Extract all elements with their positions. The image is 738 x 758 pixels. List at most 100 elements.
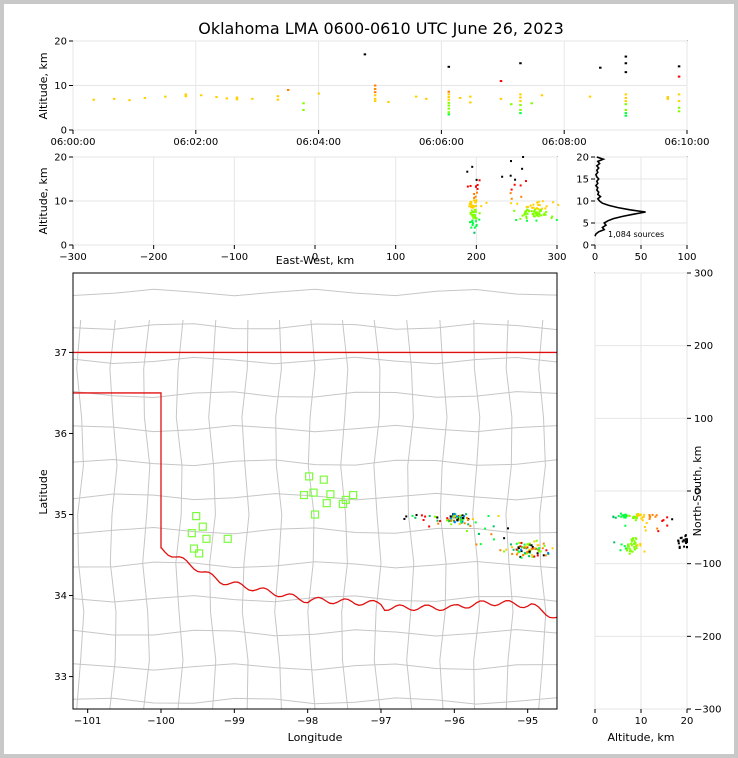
- map-source-point: [424, 515, 427, 518]
- time-altitude-source-point: [624, 62, 628, 65]
- map-source-point: [467, 517, 470, 520]
- map-source-point: [461, 517, 464, 520]
- map-source-point: [515, 553, 518, 556]
- ew-altitude-source-point: [475, 191, 478, 194]
- ew-altitude-ylabel: Altitude, km: [37, 167, 50, 234]
- time-altitude-source-point: [447, 98, 451, 101]
- ew-altitude-source-point: [470, 226, 473, 229]
- county-boundary-line: [73, 424, 557, 433]
- ew-altitude-source-point: [525, 205, 528, 208]
- map-source-point: [484, 527, 487, 530]
- map-source-point: [515, 542, 518, 545]
- map-source-point: [437, 522, 440, 525]
- map-source-point: [439, 520, 442, 523]
- time-altitude-source-point: [302, 102, 305, 105]
- ew-altitude-source-point: [520, 195, 523, 198]
- map-source-point: [466, 518, 469, 521]
- ns-altitude-source-point: [678, 547, 681, 550]
- ew-altitude-xlabel: East-West, km: [276, 254, 354, 267]
- ns-altitude-y-tick-label: 300: [694, 269, 713, 280]
- map-source-point: [493, 538, 496, 541]
- time-altitude-source-point: [499, 80, 503, 83]
- ns-altitude-source-point: [643, 550, 646, 553]
- ns-altitude-source-point: [642, 516, 645, 519]
- map-source-point: [518, 541, 521, 544]
- time-altitude-source-point: [276, 95, 280, 98]
- map-source-point: [436, 519, 439, 522]
- map-source-point: [538, 547, 541, 550]
- ns-altitude-source-point: [678, 545, 681, 548]
- ns-altitude-source-point: [682, 539, 685, 542]
- lma-station-marker: [299, 490, 309, 500]
- map-source-point: [449, 515, 452, 518]
- ns-altitude-source-point: [623, 513, 626, 516]
- map-source-point: [547, 551, 550, 554]
- map-source-point: [535, 539, 538, 542]
- ew-altitude-source-point: [551, 215, 554, 218]
- map-source-point: [450, 523, 453, 526]
- lma-station-marker: [223, 534, 232, 543]
- map-source-point: [461, 520, 464, 523]
- county-boundary-line: [73, 356, 557, 365]
- ew-altitude-source-point: [478, 179, 481, 182]
- time-altitude-source-point: [499, 97, 503, 100]
- ew-altitude-source-point: [485, 201, 488, 204]
- map-source-point: [414, 516, 417, 519]
- ew-altitude-source-point: [470, 213, 473, 216]
- ew-altitude-source-point: [533, 208, 536, 211]
- ns-altitude-source-point: [626, 514, 629, 517]
- map-source-point: [471, 518, 474, 521]
- ew-altitude-source-point: [552, 201, 555, 204]
- ew-altitude-x-tick-label: 100: [386, 252, 405, 263]
- ew-altitude-source-point: [514, 178, 517, 181]
- map-source-point: [551, 547, 554, 550]
- ew-altitude-source-point: [527, 209, 530, 212]
- map-source-point: [507, 527, 510, 530]
- ns-altitude-source-point: [634, 519, 637, 522]
- time-altitude-source-point: [112, 97, 116, 100]
- time-altitude-source-point: [447, 101, 451, 104]
- map-source-point: [536, 554, 539, 557]
- altitude-histogram-y-tick-label: 10: [576, 197, 589, 208]
- source-count-label: 1,084 sources: [608, 230, 664, 239]
- map-source-point: [490, 533, 493, 536]
- time-altitude-source-point: [447, 96, 451, 99]
- ns-altitude-source-point: [620, 543, 623, 546]
- ew-altitude-source-point: [471, 219, 474, 222]
- time-altitude-source-point: [447, 93, 451, 96]
- ns-altitude-source-point: [623, 545, 626, 548]
- ew-altitude-source-point: [532, 213, 535, 216]
- time-altitude-x-tick-label: 06:02:00: [173, 137, 218, 148]
- map-y-tick-label: 33: [54, 672, 67, 683]
- map-source-point: [520, 546, 523, 549]
- ew-altitude-source-point: [545, 205, 548, 208]
- ew-altitude-source-point: [474, 216, 477, 219]
- map-source-point: [520, 548, 523, 551]
- time-altitude-source-point: [624, 114, 628, 117]
- map-x-tick-label: −100: [147, 716, 174, 727]
- county-boundary-line: [439, 319, 448, 709]
- ew-altitude-source-point: [525, 217, 528, 220]
- time-altitude-x-tick-label: 06:06:00: [419, 137, 464, 148]
- ew-altitude-source-point: [475, 223, 478, 226]
- lma-station-marker: [319, 475, 328, 484]
- altitude-histogram-y-tick-label: 20: [576, 153, 589, 164]
- time-altitude-source-point: [276, 98, 280, 101]
- ns-altitude-source-point: [685, 541, 688, 544]
- ew-altitude-source-point: [509, 192, 512, 195]
- ew-altitude-source-point: [535, 219, 538, 222]
- time-altitude-source-point: [235, 96, 239, 99]
- ew-altitude-source-point: [480, 205, 483, 208]
- ns-altitude-x-tick-label: 20: [681, 716, 694, 727]
- altitude-histogram-y-tick-label: 0: [583, 241, 589, 252]
- ew-altitude-source-point: [468, 205, 471, 208]
- map-source-point: [537, 550, 540, 553]
- map-source-point: [446, 519, 449, 522]
- time-altitude-source-point: [387, 100, 390, 103]
- ew-altitude-source-point: [510, 197, 513, 200]
- time-altitude-source-point: [666, 97, 670, 100]
- time-altitude-source-point: [519, 112, 522, 115]
- county-boundary-line: [73, 663, 557, 671]
- ns-altitude-source-point: [627, 545, 630, 548]
- county-boundary-line: [76, 319, 85, 709]
